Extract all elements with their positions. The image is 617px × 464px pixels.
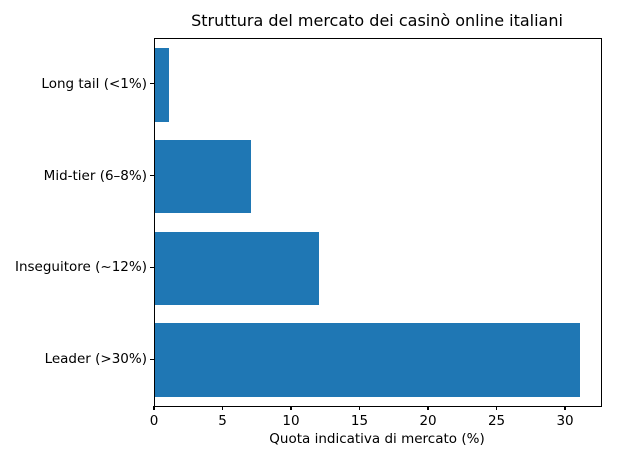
y-tick-mark	[150, 83, 154, 85]
x-tick-mark	[495, 406, 498, 410]
x-tick-label: 30	[556, 413, 574, 429]
x-tick-label: 10	[282, 413, 300, 429]
x-tick-mark	[358, 406, 361, 410]
y-tick-label: Mid-tier (6–8%)	[43, 167, 147, 184]
y-tick-mark	[150, 358, 154, 360]
y-tick-label: Leader (>30%)	[44, 351, 147, 368]
x-tick-mark	[290, 406, 292, 410]
x-tick-label: 15	[350, 413, 369, 429]
bar-2	[155, 139, 251, 214]
x-tick-label: 25	[487, 413, 506, 429]
x-tick-label: 5	[218, 413, 227, 429]
x-axis-label: Quota indicativa di mercato (%)	[269, 431, 485, 447]
x-tick-label: 20	[419, 413, 437, 429]
x-tick-mark	[221, 406, 224, 410]
x-tick-mark	[153, 406, 155, 410]
chart-title: Struttura del mercato dei casinò online …	[191, 11, 563, 30]
bar-4	[155, 323, 580, 397]
x-tick-mark	[564, 406, 566, 410]
y-tick-mark	[150, 175, 154, 177]
bar-3	[155, 231, 320, 306]
y-tick-label: Inseguitore (~12%)	[14, 259, 147, 276]
plot-area	[154, 38, 602, 407]
x-tick-mark	[427, 406, 429, 410]
bar-1	[155, 48, 169, 122]
y-tick-mark	[150, 266, 154, 268]
y-tick-label: Long tail (<1%)	[41, 75, 147, 92]
x-tick-label: 0	[149, 413, 159, 429]
